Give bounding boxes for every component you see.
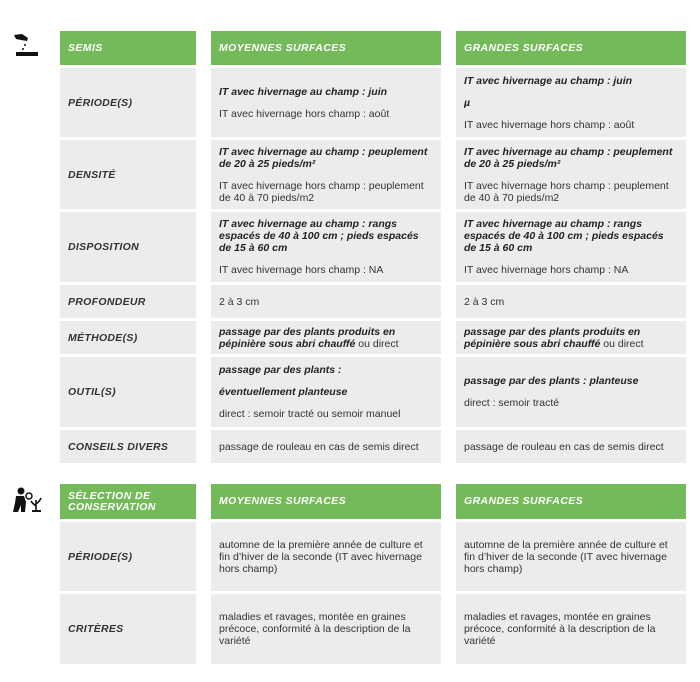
cell-paragraph: passage par des plants produits en pépin… [219,326,433,350]
cell-paragraph: IT avec hivernage hors champ : NA [219,264,433,276]
cell-paragraph: éventuellement planteuse [219,386,433,398]
cell-paragraph: direct : semoir tracté [464,397,678,409]
row-label: PROFONDEUR [60,285,196,318]
cell-paragraph: IT avec hivernage au champ : rangs espac… [464,218,678,254]
semis-table: SEMIS MOYENNES SURFACES GRANDES SURFACES PÉ… [60,31,686,463]
table-cell: IT avec hivernage au champ : peuplement … [456,140,686,209]
cell-paragraph: passage de rouleau en cas de semis direc… [219,441,433,453]
text-segment: IT avec hivernage au champ : peuplement … [464,145,673,170]
cell-paragraph: automne de la première année de culture … [464,539,678,575]
text-segment: IT avec hivernage au champ : rangs espac… [464,218,664,254]
table-cell: passage par des plants : planteuse direct… [456,357,686,427]
sowing-hand-icon [14,34,38,56]
table-cell: passage par des plants produits en pépin… [456,321,686,354]
row-label: CRITÈRES [60,594,196,664]
text-segment: direct : semoir tracté [464,397,560,409]
cell-paragraph: IT avec hivernage au champ : peuplement … [464,146,678,170]
column-header: GRANDES SURFACES [456,484,686,519]
cell-paragraph: passage par des plants : planteuse [464,375,678,387]
selection-conservation-table: SÉLECTION DE CONSERVATION MOYENNES SURFAC… [60,484,686,664]
inspecting-plant-icon [13,487,42,512]
table-cell: IT avec hivernage au champ : peuplement … [211,140,441,209]
text-segment: 2 à 3 cm [464,295,505,308]
table-cell: 2 à 3 cm [211,285,441,318]
cell-paragraph: IT avec hivernage hors champ : peuplemen… [464,180,678,204]
text-segment: IT avec hivernage hors champ : août [464,118,635,131]
column-header: GRANDES SURFACES [456,31,686,65]
text-segment: automne de la première année de culture … [219,538,423,575]
text-segment: IT avec hivernage hors champ : NA [464,264,629,276]
table-cell: passage par des plants : éventuellement p… [211,357,441,427]
table-cell: 2 à 3 cm [456,285,686,318]
row-label: OUTIL(S) [60,357,196,427]
cell-paragraph: direct : semoir tracté ou semoir manuel [219,408,433,420]
cell-paragraph: IT avec hivernage au champ : juin [464,75,678,87]
table-cell: passage de rouleau en cas de semis direc… [211,430,441,463]
table-cell: maladies et ravages, montée en graines p… [456,594,686,664]
text-segment: IT avec hivernage hors champ : peuplemen… [464,179,669,204]
text-segment: automne de la première année de culture … [464,538,668,575]
text-segment: IT avec hivernage hors champ : août [219,107,390,120]
table-cell: automne de la première année de culture … [456,522,686,591]
text-segment: maladies et ravages, montée en graines p… [219,611,411,647]
cell-paragraph: IT avec hivernage hors champ : NA [464,264,678,276]
text-segment: passage par des plants produits en pépin… [464,325,641,350]
text-segment: IT avec hivernage au champ : juin [464,74,633,87]
row-label: PÉRIODE(S) [60,68,196,137]
table-cell: passage de rouleau en cas de semis direc… [456,430,686,463]
text-segment: passage par des plants : [219,364,342,376]
cell-paragraph: maladies et ravages, montée en graines p… [464,611,678,647]
cell-paragraph: passage par des plants : [219,364,433,376]
cell-paragraph: 2 à 3 cm [219,296,433,308]
cell-paragraph: maladies et ravages, montée en graines p… [219,611,433,647]
text-segment: passage par des plants produits en pépin… [219,325,396,350]
column-header: MOYENNES SURFACES [211,31,441,65]
cell-paragraph: IT avec hivernage au champ : peuplement … [219,146,433,170]
cell-paragraph: passage de rouleau en cas de semis direc… [464,441,678,453]
table-cell: automne de la première année de culture … [211,522,441,591]
text-segment: passage de rouleau en cas de semis direc… [464,440,664,453]
text-segment: passage par des plants : planteuse [464,375,639,387]
cell-paragraph: IT avec hivernage hors champ : août [219,108,433,120]
row-label: DISPOSITION [60,212,196,282]
text-segment: IT avec hivernage hors champ : peuplemen… [219,179,424,204]
text-segment: ou direct [355,337,399,350]
text-segment: IT avec hivernage au champ : rangs espac… [219,218,419,254]
text-segment: µ [464,96,471,109]
row-label: CONSEILS DIVERS [60,430,196,463]
text-segment: 2 à 3 cm [219,295,260,308]
cell-paragraph: passage par des plants produits en pépin… [464,326,678,350]
text-segment: direct : semoir tracté ou semoir manuel [219,408,401,420]
cell-paragraph: IT avec hivernage hors champ : août [464,119,678,131]
text-segment: IT avec hivernage hors champ : NA [219,264,384,276]
text-segment: maladies et ravages, montée en graines p… [464,611,656,647]
table-cell: IT avec hivernage au champ : rangs espac… [211,212,441,282]
cell-paragraph: IT avec hivernage hors champ : peuplemen… [219,180,433,204]
row-label: DENSITÉ [60,140,196,209]
column-header: SÉLECTION DE CONSERVATION [60,484,196,519]
text-segment: IT avec hivernage au champ : peuplement … [219,145,428,170]
cell-paragraph: 2 à 3 cm [464,296,678,308]
column-header: MOYENNES SURFACES [211,484,441,519]
text-segment: ou direct [600,337,644,350]
row-label: PÉRIODE(S) [60,522,196,591]
text-segment: IT avec hivernage au champ : juin [219,85,388,98]
cell-paragraph: IT avec hivernage au champ : juin [219,86,433,98]
cell-paragraph: µ [464,97,678,109]
text-segment: éventuellement planteuse [219,386,348,398]
text-segment: passage de rouleau en cas de semis direc… [219,440,419,453]
table-cell: passage par des plants produits en pépin… [211,321,441,354]
row-label: MÉTHODE(S) [60,321,196,354]
column-header: SEMIS [60,31,196,65]
table-cell: IT avec hivernage au champ : juin µ IT ave… [456,68,686,137]
table-cell: IT avec hivernage au champ : rangs espac… [456,212,686,282]
cell-paragraph: IT avec hivernage au champ : rangs espac… [219,218,433,254]
table-cell: IT avec hivernage au champ : juin IT ave… [211,68,441,137]
table-cell: maladies et ravages, montée en graines p… [211,594,441,664]
cell-paragraph: automne de la première année de culture … [219,539,433,575]
